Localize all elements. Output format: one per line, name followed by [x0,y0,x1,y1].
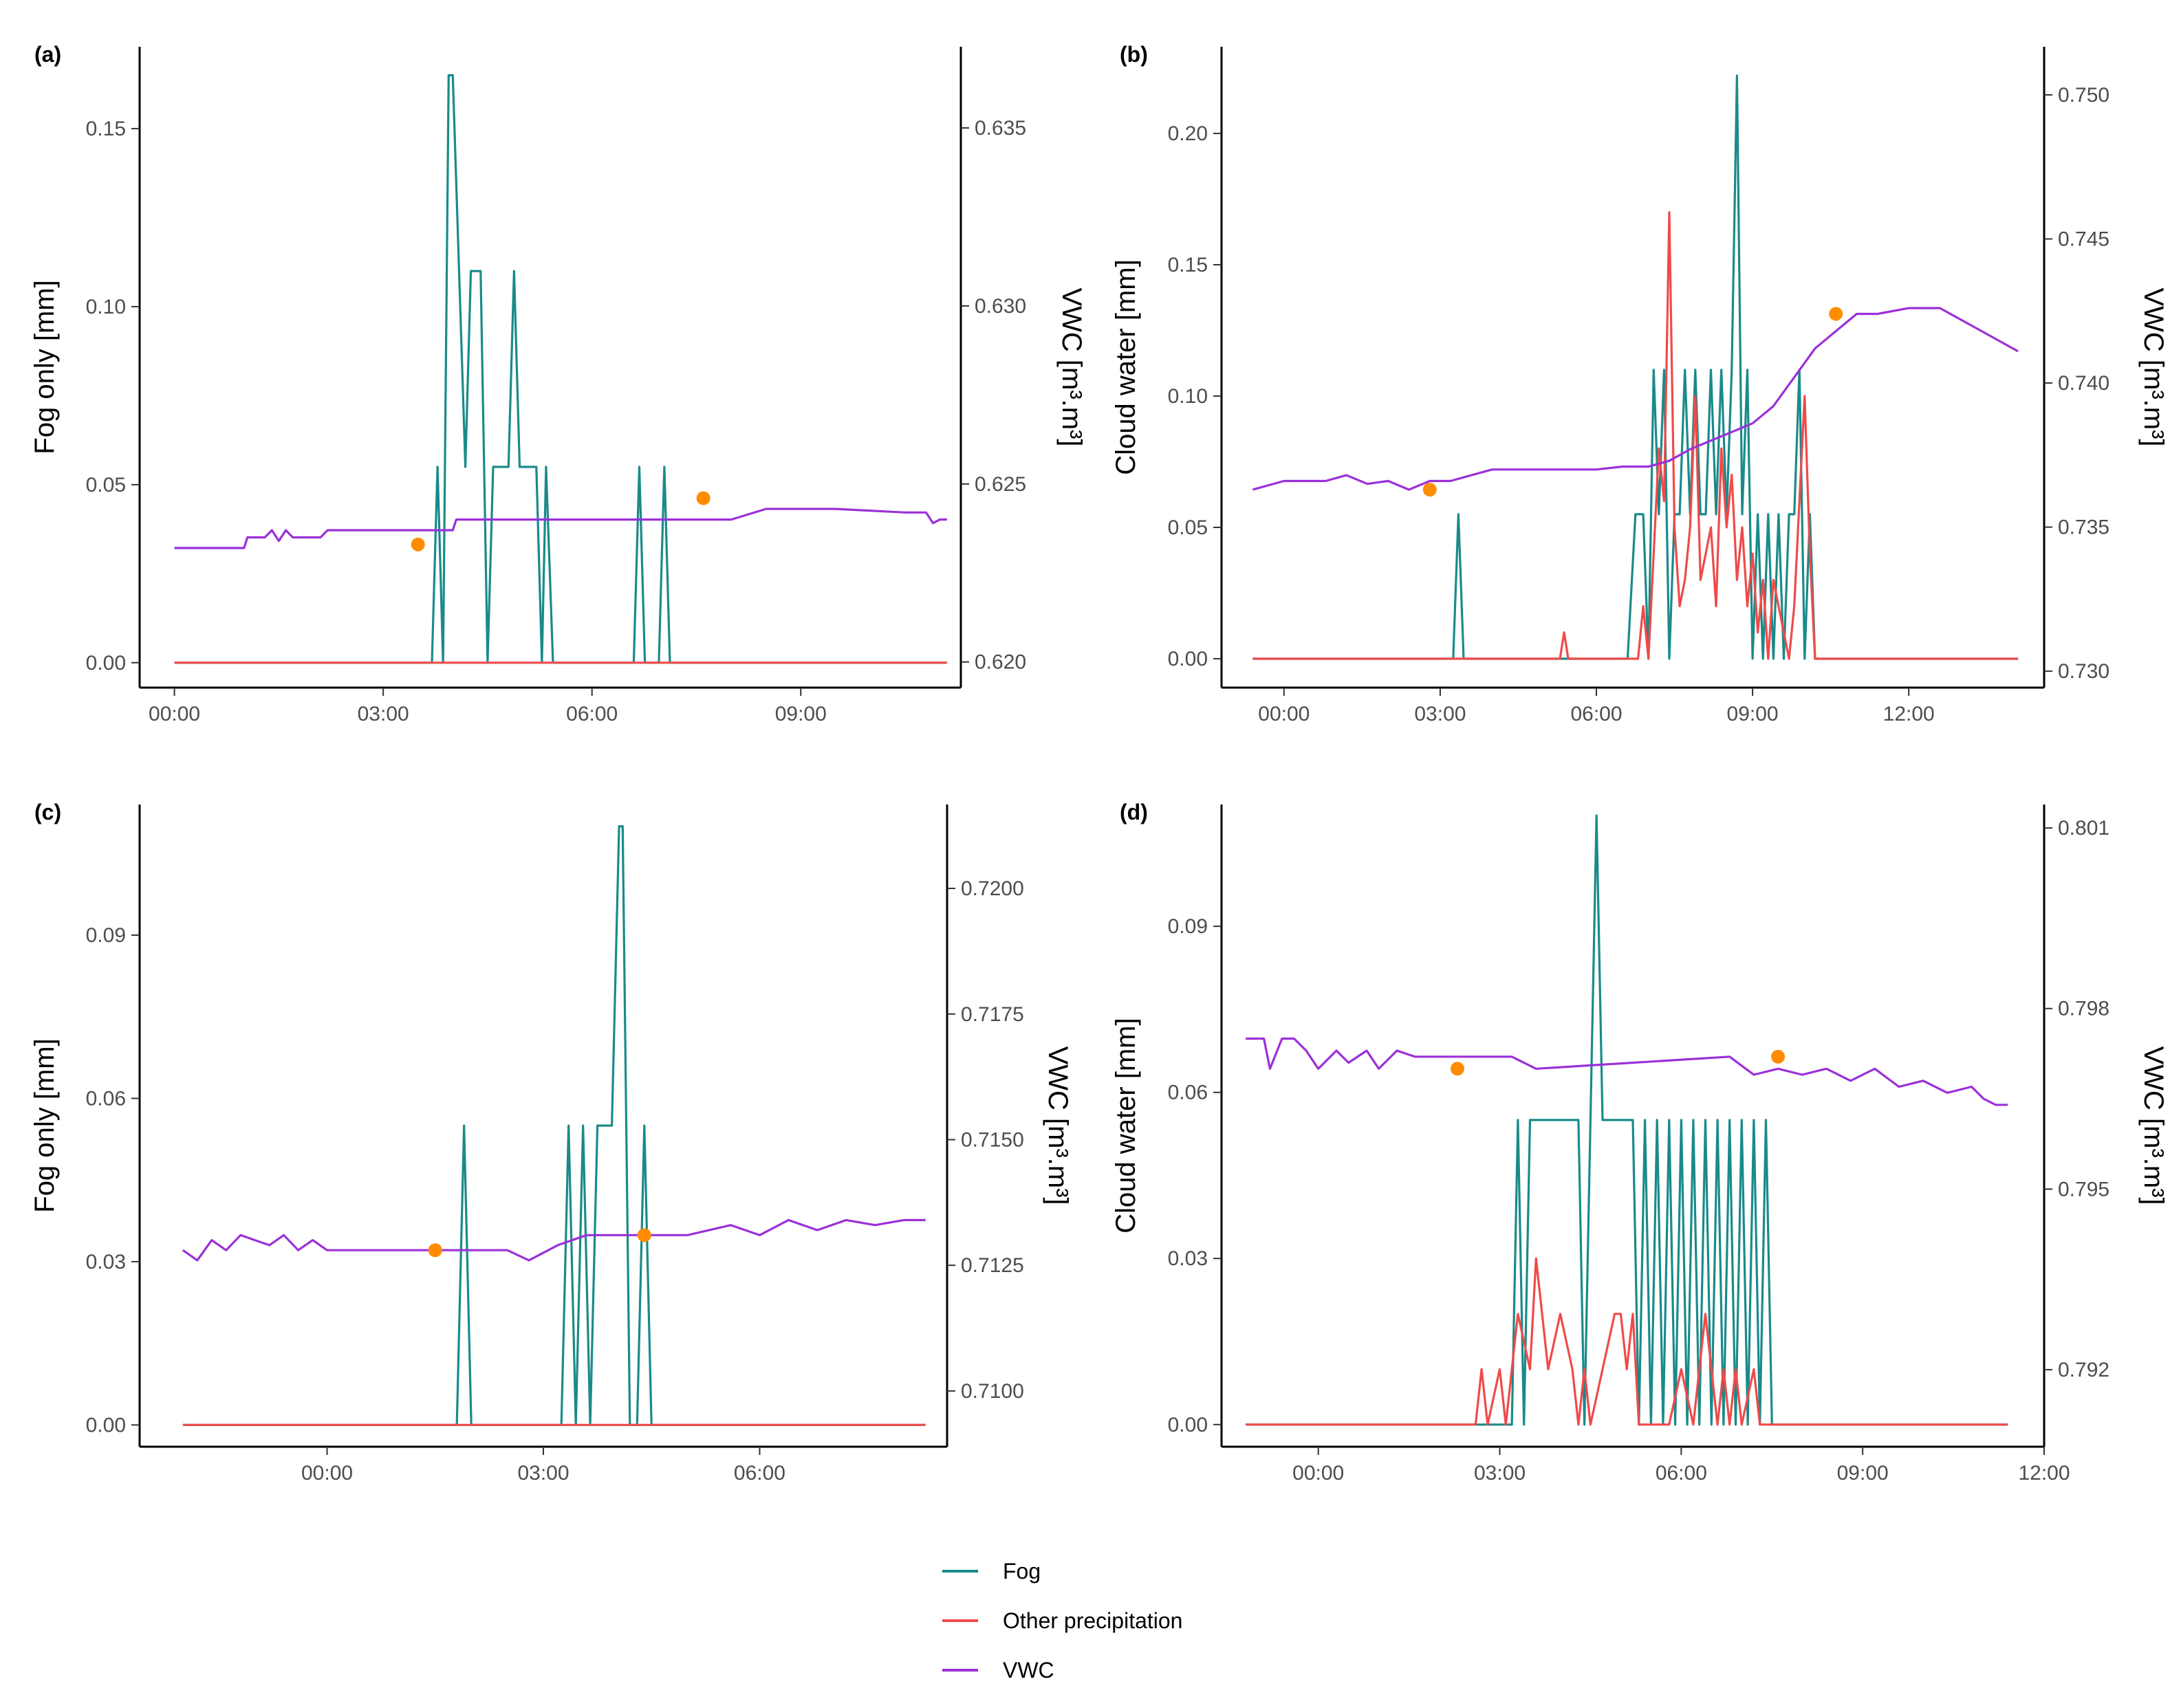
y2-tick-label: 0.7200 [961,877,1024,900]
vwc-marker [1829,307,1843,321]
vwc-marker [1771,1049,1786,1064]
y-tick-label: 0.03 [86,1251,126,1273]
y2-axis-title: VWC [m³.m³] [2138,287,2169,446]
series-line-fog [1252,74,2019,660]
vwc-marker [1450,1062,1464,1076]
x-tick-label: 00:00 [149,703,200,725]
y-tick-label: 0.15 [86,118,126,140]
y2-tick-label: 0.745 [2058,228,2109,251]
y2-tick-label: 0.801 [2058,817,2109,840]
y2-tick-label: 0.7100 [961,1380,1024,1403]
y2-tick-label: 0.735 [2058,516,2109,539]
y2-tick-label: 0.625 [975,473,1026,496]
vwc-marker [1422,483,1437,497]
legend-label-other: Other precipitation [1003,1608,1182,1633]
y2-tick-label: 0.630 [975,295,1026,318]
panel-b: 00:00 03:00 06:00 09:00 12:00 0.00 0.05 0.10 0.1… [1111,42,2169,725]
y2-tick-label: 0.7175 [961,1003,1024,1026]
y-tick-label: 0.06 [1168,1082,1208,1104]
y-axis-title: Cloud water [mm] [1111,1018,1141,1233]
y2-tick-label: 0.740 [2058,372,2109,395]
panel-tag: (c) [34,800,61,824]
y2-tick-label: 0.730 [2058,660,2109,683]
legend-label-vwc: VWC [1003,1658,1054,1683]
y-tick-label: 0.10 [1168,385,1208,408]
x-tick-label: 03:00 [1474,1462,1526,1485]
y-axis-title: Fog only [mm] [30,280,60,454]
y-tick-label: 0.00 [1168,1414,1208,1436]
panel-a: 00:00 03:00 06:00 09:00 0.00 0.05 0.10 0.15 0.62… [30,42,1087,725]
y-tick-label: 0.15 [1168,254,1208,276]
y2-axis-title: VWC [m³.m³] [1056,287,1087,446]
panel-tag: (d) [1120,800,1148,824]
y2-tick-label: 0.795 [2058,1178,2109,1201]
x-tick-label: 12:00 [1883,703,1935,725]
y2-axis-title: VWC [m³.m³] [1043,1046,1073,1205]
y-tick-label: 0.06 [86,1087,126,1110]
y-tick-label: 0.00 [86,1414,126,1436]
y-tick-label: 0.20 [1168,122,1208,145]
y-tick-label: 0.09 [1168,915,1208,938]
x-tick-label: 06:00 [1570,703,1622,725]
y-tick-label: 0.00 [1168,648,1208,670]
x-tick-label: 00:00 [1292,1462,1344,1485]
x-tick-label: 06:00 [566,703,618,725]
y2-tick-label: 0.750 [2058,84,2109,107]
vwc-marker [428,1243,442,1258]
y-tick-label: 0.03 [1168,1247,1208,1270]
panel-c: 00:00 03:00 06:00 0.00 0.03 0.06 0.09 0.7100 0.7… [30,800,1073,1485]
y-tick-label: 0.09 [86,924,126,947]
x-tick-label: 00:00 [301,1462,353,1485]
y-tick-label: 0.10 [86,296,126,318]
y2-tick-label: 0.792 [2058,1359,2109,1381]
y2-tick-label: 0.635 [975,117,1026,140]
y-tick-label: 0.00 [86,652,126,675]
x-tick-label: 09:00 [775,703,827,725]
x-tick-label: 09:00 [1837,1462,1889,1485]
x-tick-label: 03:00 [517,1462,569,1485]
legend-label-fog: Fog [1003,1559,1041,1584]
x-tick-label: 06:00 [1656,1462,1707,1485]
series-line-fog [174,74,947,664]
x-tick-label: 06:00 [734,1462,785,1485]
vwc-marker [637,1228,651,1242]
vwc-marker [411,537,425,551]
y-tick-label: 0.05 [1168,516,1208,539]
y-axis-title: Fog only [mm] [30,1038,60,1212]
x-tick-label: 03:00 [358,703,409,725]
panel-tag: (b) [1120,42,1148,67]
y-tick-label: 0.05 [86,474,126,496]
series-line-vwc [182,1218,926,1262]
series-line-vwc [1252,307,2019,491]
series-line-vwc [174,507,947,549]
y2-tick-label: 0.798 [2058,998,2109,1020]
y2-axis-title: VWC [m³.m³] [2138,1046,2169,1205]
y2-tick-label: 0.7150 [961,1128,1024,1151]
series-line-other-precipitation [1252,211,2019,660]
y2-tick-label: 0.620 [975,651,1026,674]
y2-tick-label: 0.7125 [961,1254,1024,1277]
x-tick-label: 12:00 [2018,1462,2070,1485]
series-line-other-precipitation [1246,1257,2008,1426]
series-line-fog [182,825,926,1426]
panel-d: 00:00 03:00 06:00 09:00 12:00 0.00 0.03 0.06 0.0… [1111,800,2169,1485]
x-tick-label: 00:00 [1258,703,1310,725]
series-line-vwc [1246,1037,2008,1106]
vwc-marker [696,491,710,505]
x-tick-label: 09:00 [1727,703,1779,725]
x-tick-label: 03:00 [1414,703,1466,725]
panel-tag: (a) [34,42,61,67]
legend: Fog Other precipitation VWC [942,1559,1182,1683]
y-axis-title: Cloud water [mm] [1111,259,1141,474]
series-line-fog [1246,814,2008,1426]
